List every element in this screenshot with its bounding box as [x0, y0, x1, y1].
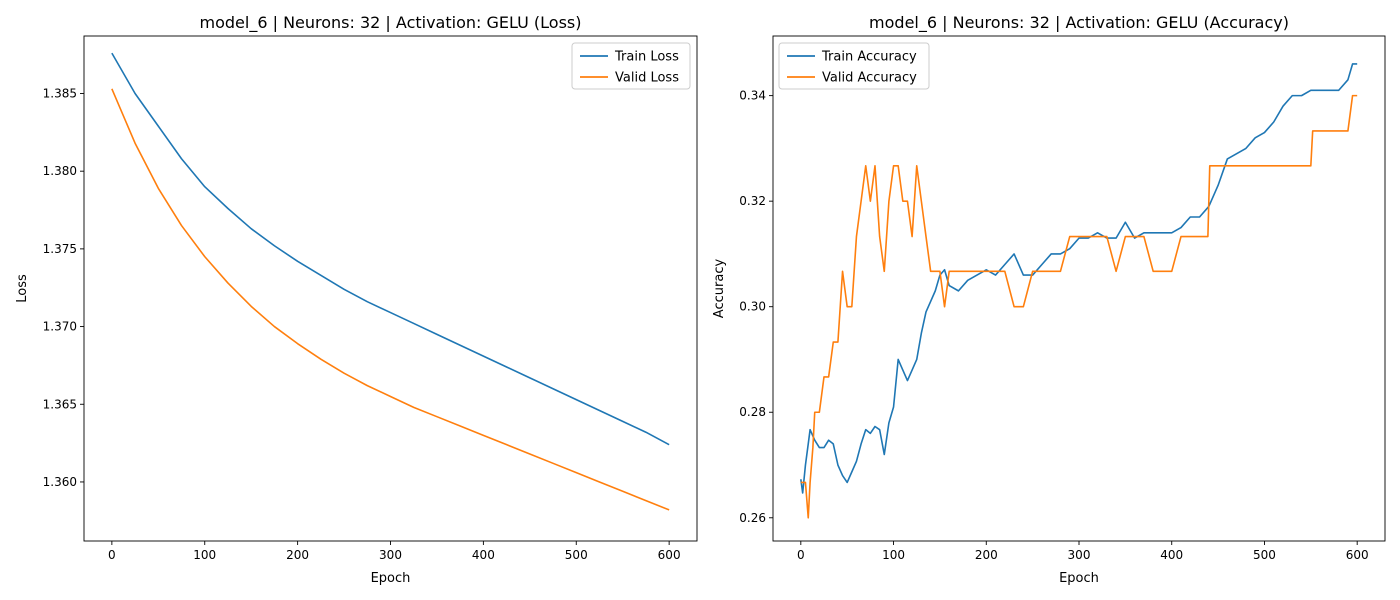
x-axis-label: Epoch	[371, 571, 411, 586]
y-tick-label: 0.30	[739, 300, 766, 314]
x-tick-label: 0	[797, 548, 805, 562]
x-tick-label: 200	[286, 548, 309, 562]
y-tick-label: 1.370	[43, 320, 77, 334]
x-tick-label: 100	[193, 548, 216, 562]
axes-frame	[772, 35, 1386, 542]
y-tick-label: 1.385	[43, 86, 77, 100]
y-tick-label: 1.375	[43, 242, 77, 256]
x-tick-label: 400	[472, 548, 495, 562]
x-tick-label: 100	[882, 548, 905, 562]
series-line-valid	[111, 88, 670, 511]
x-tick-label: 200	[975, 548, 998, 562]
x-tick-label: 400	[1160, 548, 1183, 562]
y-tick-label: 0.34	[739, 89, 766, 103]
series-line-train	[800, 63, 1358, 494]
series-line-valid	[800, 94, 1358, 519]
y-axis-label: Accuracy	[712, 259, 727, 319]
loss-chart: 0 100 200 300 400 500 600 1.360 1.365 1.370 1.375 1…	[15, 13, 698, 586]
y-tick-label: 0.32	[739, 194, 766, 208]
legend: Train Accuracy Valid Accuracy	[778, 42, 930, 90]
y-tick-label: 0.26	[739, 511, 766, 525]
x-tick-label: 600	[1346, 548, 1369, 562]
x-tick-label: 300	[1068, 548, 1091, 562]
x-tick-label: 500	[565, 548, 588, 562]
legend-label: Valid Loss	[615, 71, 679, 86]
x-tick-label: 0	[108, 548, 116, 562]
chart-title: model_6 | Neurons: 32 | Activation: GELU…	[200, 13, 582, 33]
chart-title: model_6 | Neurons: 32 | Activation: GELU…	[869, 13, 1289, 33]
x-tick-label: 300	[379, 548, 402, 562]
legend-box	[778, 42, 930, 90]
y-tick-label: 1.380	[43, 164, 77, 178]
x-tick-label: 500	[1253, 548, 1276, 562]
series-line-train	[111, 52, 670, 446]
legend-label: Valid Accuracy	[822, 71, 917, 86]
x-tick-label: 600	[658, 548, 681, 562]
legend-label: Train Accuracy	[821, 50, 917, 65]
axes-frame	[83, 35, 698, 542]
legend: Train Loss Valid Loss	[571, 42, 691, 90]
y-tick-label: 0.28	[739, 405, 766, 419]
x-axis-label: Epoch	[1059, 571, 1099, 586]
y-tick-label: 1.365	[43, 397, 77, 411]
accuracy-chart: 0 100 200 300 400 500 600 0.26 0.28 0.30 0.32 0.34 m…	[712, 13, 1386, 586]
y-axis-label: Loss	[15, 274, 30, 303]
y-tick-label: 1.360	[43, 475, 77, 489]
legend-label: Train Loss	[614, 50, 679, 65]
